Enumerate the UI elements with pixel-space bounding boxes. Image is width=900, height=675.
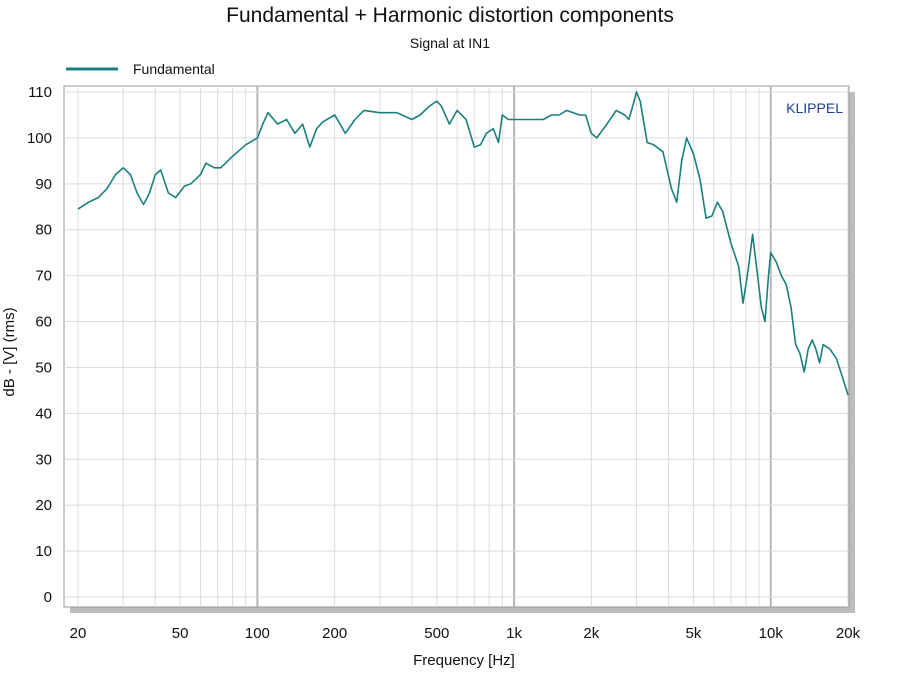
y-tick-label: 110 [28, 84, 52, 101]
series-line-fundamental [77, 91, 849, 396]
x-tick-label: 2k [583, 625, 599, 642]
y-tick-label: 90 [35, 176, 52, 193]
legend-label: Fundamental [133, 61, 215, 77]
y-tick-label: 0 [44, 589, 52, 606]
y-axis-label: dB - [V] (rms) [1, 307, 18, 396]
x-axis-label: Frequency [Hz] [413, 652, 515, 669]
tick-labels: 20 50 100 200 500 1k 2k 5k 10k 20k 0 10 20 30 40 50 60 70… [27, 84, 861, 642]
y-tick-label: 100 [27, 130, 52, 147]
chart-title: Fundamental + Harmonic distortion compon… [226, 4, 674, 27]
y-tick-label: 80 [35, 222, 52, 239]
y-tick-label: 60 [35, 314, 52, 331]
y-tick-label: 20 [35, 497, 52, 514]
x-tick-label: 200 [322, 625, 347, 642]
x-tick-label: 10k [759, 625, 784, 642]
y-tick-label: 10 [35, 543, 52, 560]
x-tick-label: 1k [506, 625, 522, 642]
x-tick-label: 500 [424, 625, 449, 642]
x-tick-label: 50 [172, 625, 189, 642]
series-layer [77, 91, 849, 396]
brand-logo-text: KLIPPEL [786, 100, 843, 116]
y-tick-label: 30 [35, 451, 52, 468]
x-tick-label: 100 [245, 625, 270, 642]
y-tick-label: 70 [35, 268, 52, 285]
y-tick-label: 40 [35, 405, 52, 422]
plot-area [63, 85, 850, 608]
y-tick-label: 50 [35, 359, 52, 376]
x-tick-label: 20k [836, 625, 861, 642]
grid [64, 86, 849, 607]
x-tick-label: 5k [686, 625, 702, 642]
chart-subtitle: Signal at IN1 [410, 35, 490, 51]
x-tick-label: 20 [70, 625, 87, 642]
